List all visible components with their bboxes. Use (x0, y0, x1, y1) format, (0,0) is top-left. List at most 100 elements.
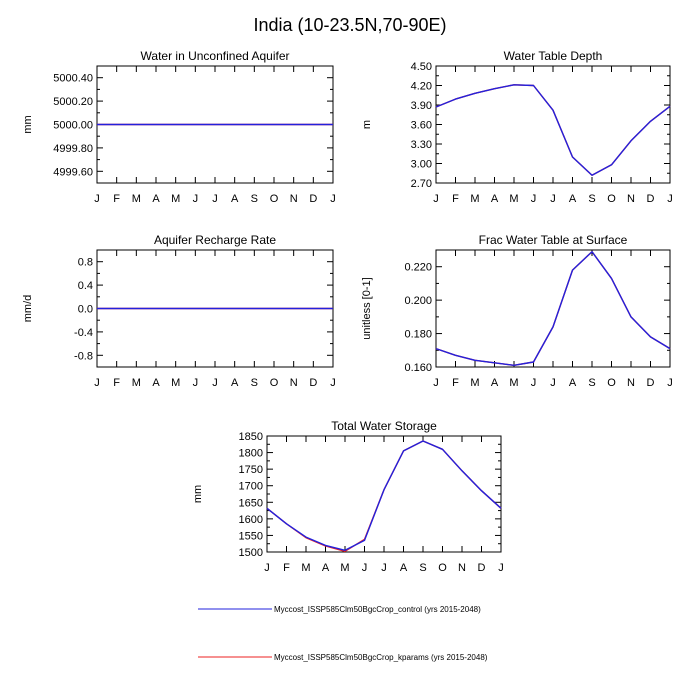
x-tick-label: F (452, 193, 459, 205)
chart-panel-3: Aquifer Recharge Rate -0.8 -0.4 0.0 0.4 0.8 J F… (22, 233, 336, 389)
chart-title: Water Table Depth (504, 49, 603, 63)
y-tick-label: 0.4 (78, 280, 93, 292)
y-tick-label: 0.220 (404, 262, 432, 274)
y-tick-label: 5000.20 (53, 96, 93, 108)
y-axis-label: m (361, 120, 373, 129)
x-tick-label: S (588, 377, 595, 389)
chart-title: Aquifer Recharge Rate (154, 233, 276, 247)
x-tick-label: J (264, 562, 270, 574)
x-tick-label: O (607, 193, 616, 205)
x-tick-label: A (231, 193, 239, 205)
x-tick-label: M (132, 377, 141, 389)
x-tick-label: J (362, 562, 368, 574)
x-tick-label: N (458, 562, 466, 574)
x-tick-label: J (94, 193, 100, 205)
x-tick-label: O (270, 377, 279, 389)
x-tick-label: J (498, 562, 504, 574)
chart-title: Frac Water Table at Surface (479, 233, 628, 247)
x-tick-label: J (667, 377, 673, 389)
y-tick-label: 0.8 (78, 257, 93, 269)
x-tick-label: J (193, 377, 199, 389)
x-tick-label: S (588, 193, 595, 205)
y-tick-label: 1800 (239, 448, 263, 460)
page-title: India (10-23.5N,70-90E) (253, 15, 446, 35)
y-axis-label: mm/d (22, 295, 34, 323)
x-tick-label: J (212, 377, 218, 389)
y-tick-label: 1600 (239, 514, 263, 526)
plots-group: Water in Unconfined Aquifer 4999.60 4999.8… (22, 49, 673, 574)
chart-panel-4: Frac Water Table at Surface 0.160 0.180 0.2… (361, 233, 673, 389)
y-tick-label: 4999.80 (53, 143, 93, 155)
x-tick-label: F (113, 193, 120, 205)
y-tick-label: -0.8 (74, 350, 93, 362)
x-tick-label: S (251, 193, 258, 205)
y-tick-label: 3.30 (411, 139, 432, 151)
x-tick-label: M (509, 377, 518, 389)
x-tick-label: D (309, 193, 317, 205)
plot-frame (435, 65, 671, 184)
x-tick-label: O (270, 193, 279, 205)
y-tick-label: 1500 (239, 547, 263, 559)
y-tick-label: 0.0 (78, 304, 93, 316)
x-tick-label: O (438, 562, 447, 574)
chart-panel-5: Total Water Storage 1500 1550 1600 1650 1700 1… (192, 419, 504, 574)
y-tick-label: 0.160 (404, 362, 432, 374)
x-tick-label: N (627, 193, 635, 205)
x-tick-label: J (550, 193, 556, 205)
y-tick-label: 0.200 (404, 295, 432, 307)
x-tick-label: J (433, 377, 439, 389)
chart-panel-2: Water Table Depth 2.70 3.00 3.30 3.60 3.90 4.2… (361, 49, 673, 205)
series-line-control (435, 250, 671, 366)
x-tick-label: A (491, 193, 499, 205)
y-tick-label: 4999.60 (53, 166, 93, 178)
x-tick-label: M (340, 562, 349, 574)
x-tick-label: O (607, 377, 616, 389)
x-tick-label: F (283, 562, 290, 574)
x-tick-label: M (509, 193, 518, 205)
x-tick-label: M (470, 377, 479, 389)
y-tick-label: 3.90 (411, 100, 432, 112)
y-tick-label: 4.20 (411, 81, 432, 93)
y-tick-label: 5000.00 (53, 120, 93, 132)
x-tick-label: J (330, 377, 336, 389)
y-tick-label: 5000.40 (53, 73, 93, 85)
x-tick-label: J (330, 193, 336, 205)
y-tick-label: 1650 (239, 497, 263, 509)
legend-label-control: Myccost_ISSP585Clm50BgcCrop_control (yrs… (274, 605, 481, 614)
x-tick-label: M (171, 193, 180, 205)
y-tick-label: 2.70 (411, 178, 432, 190)
x-tick-label: S (419, 562, 426, 574)
x-tick-label: M (171, 377, 180, 389)
y-tick-label: 1550 (239, 530, 263, 542)
x-tick-label: M (470, 193, 479, 205)
x-tick-label: A (231, 377, 239, 389)
y-tick-label: 0.180 (404, 329, 432, 341)
chart-title: Total Water Storage (331, 419, 437, 433)
x-tick-label: J (433, 193, 439, 205)
x-tick-label: S (251, 377, 258, 389)
x-tick-label: M (301, 562, 310, 574)
y-tick-label: -0.4 (74, 327, 93, 339)
x-tick-label: J (667, 193, 673, 205)
chart-title: Water in Unconfined Aquifer (141, 49, 290, 63)
x-tick-label: A (569, 193, 577, 205)
y-axis-label: mm (22, 115, 34, 133)
x-tick-label: N (290, 193, 298, 205)
x-tick-label: J (381, 562, 387, 574)
series-line-control (435, 84, 671, 176)
x-tick-label: J (531, 377, 537, 389)
x-tick-label: N (627, 377, 635, 389)
x-tick-label: D (647, 193, 655, 205)
x-tick-label: A (152, 193, 160, 205)
x-tick-label: D (647, 377, 655, 389)
y-tick-label: 1700 (239, 481, 263, 493)
x-tick-label: D (478, 562, 486, 574)
x-tick-label: J (531, 193, 537, 205)
series-line-kparams (435, 84, 671, 176)
x-tick-label: D (309, 377, 317, 389)
x-tick-label: A (491, 377, 499, 389)
x-tick-label: J (212, 193, 218, 205)
legend: Myccost_ISSP585Clm50BgcCrop_control (yrs… (198, 605, 488, 662)
x-tick-label: F (452, 377, 459, 389)
